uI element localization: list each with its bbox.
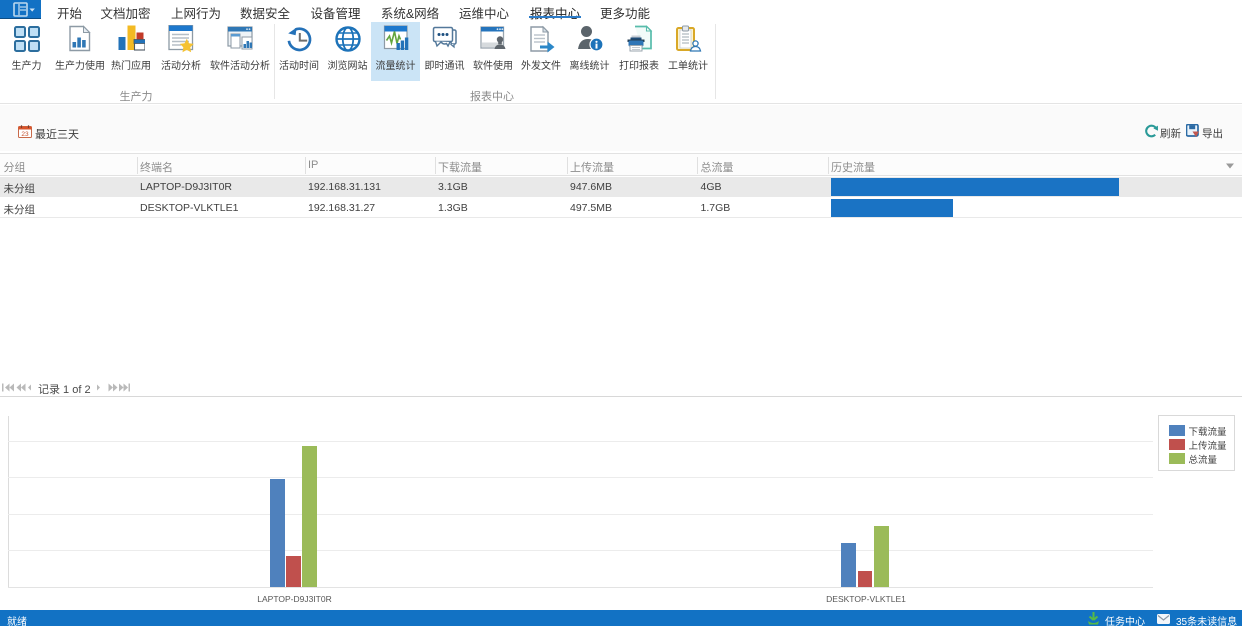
svg-text:23: 23 xyxy=(21,131,29,138)
